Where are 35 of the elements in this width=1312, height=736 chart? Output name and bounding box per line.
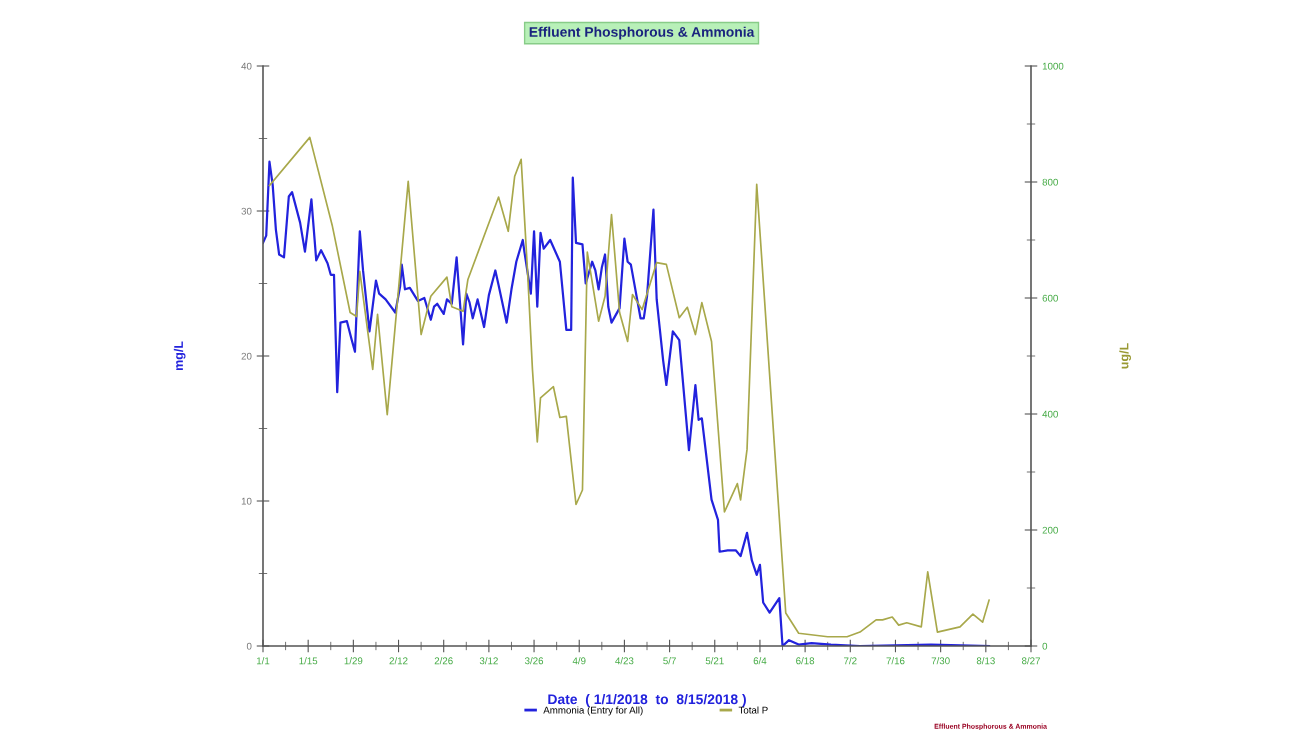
x-tick-label: 6/4 [753,657,767,665]
y2-axis-title: ug/L [1119,343,1131,369]
x-tick-label: 2/26 [434,657,453,665]
x-tick-label: 2/12 [389,657,408,665]
y2-tick-label: 400 [1042,410,1058,418]
x-tick-label: 6/18 [796,657,815,665]
x-tick-label: 7/2 [844,657,857,665]
x-tick-label: 8/27 [1021,657,1040,665]
x-tick-label: 3/26 [524,657,544,665]
x-tick-label: 3/12 [479,657,498,665]
y-axis-title: mg/L [173,341,186,371]
x-tick-label: 1/29 [344,657,363,665]
legend-label: Total P [738,706,768,714]
x-tick-label: 1/15 [299,657,318,665]
x-tick-label: 4/9 [572,657,586,665]
y2-tick-label: 600 [1042,294,1058,302]
chart-title: Effluent Phosphorous & Ammonia [529,26,755,40]
x-tick-label: 8/13 [976,657,995,665]
y2-tick-label: 1000 [1042,62,1064,70]
x-tick-label: 1/1 [256,657,270,665]
x-tick-label: 7/16 [886,657,905,665]
legend-label: Ammonia (Entry for All) [543,706,643,716]
y2-tick-label: 800 [1042,178,1058,186]
y-tick-label: 40 [241,62,252,70]
y2-tick-label: 0 [1042,642,1048,650]
x-tick-label: 4/23 [615,657,634,665]
y-tick-label: 0 [246,642,252,650]
y-tick-label: 20 [241,352,252,360]
y-tick-label: 30 [241,207,252,215]
x-tick-label: 7/30 [931,657,950,665]
y2-tick-label: 200 [1042,526,1058,534]
y-tick-label: 10 [241,497,252,505]
x-axis-title: Date ( 1/1/2018 to 8/15/2018 ) [548,693,746,707]
x-tick-label: 5/7 [663,657,676,665]
x-tick-label: 5/21 [705,657,724,665]
